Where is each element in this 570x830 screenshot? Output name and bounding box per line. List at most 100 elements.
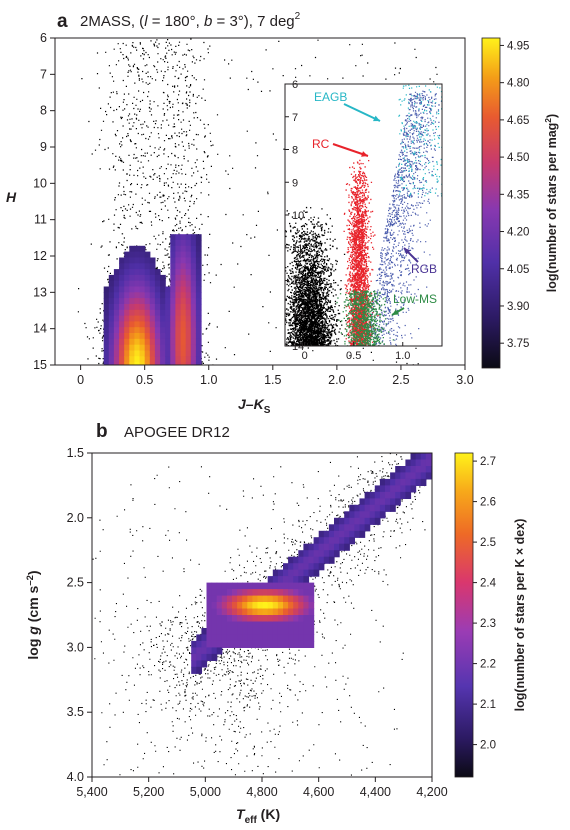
panel-a-density-cell — [190, 269, 197, 276]
panel-a-density-cell — [185, 350, 192, 357]
panel-b-density-cell — [252, 628, 259, 636]
panel-b-density-cell — [390, 472, 396, 480]
panel-b-density-cell — [405, 466, 412, 474]
panel-a-density-cell — [180, 350, 187, 357]
panel-b-density-cell — [293, 634, 299, 642]
panel-a-density-cell — [108, 356, 115, 363]
panel-b-density-cell — [221, 621, 228, 629]
inset-x-tick-label: 0.5 — [346, 350, 361, 362]
panel-a-density-cell — [175, 315, 182, 322]
panel-a-density-cell — [149, 257, 156, 264]
panel-a-density-cell — [134, 298, 141, 305]
panel-a-density-cell — [129, 333, 135, 340]
panel-b-density-cell — [252, 608, 259, 616]
inset-y-tick-label: 9 — [292, 177, 298, 189]
panel-b-density-cell — [334, 530, 340, 538]
panel-b-density-cell — [298, 640, 304, 648]
panel-b-density-cell — [410, 466, 417, 474]
panel-b-title: APOGEE DR12 — [124, 424, 230, 441]
panel-b-density-cell — [323, 556, 330, 564]
panel-b-density-cell — [237, 640, 243, 648]
panel-b-x-tick-label: 5,000 — [190, 785, 221, 799]
panel-a-density-cell — [190, 292, 197, 299]
panel-a-density-cell — [175, 257, 182, 264]
panel-a-density-cell — [124, 298, 130, 305]
panel-b-density-cell — [385, 491, 391, 499]
panel-b-density-cell — [277, 615, 284, 623]
panel-a-density-cell — [154, 356, 161, 363]
panel-b-density-cell — [323, 530, 330, 538]
panel-b-density-cell — [298, 556, 304, 564]
panel-a-density-cell — [190, 251, 197, 258]
panel-b-density-cell — [364, 517, 371, 525]
panel-a-density-cell — [119, 356, 125, 363]
panel-a-density-cell — [119, 269, 125, 276]
panel-a-density-cell — [108, 315, 115, 322]
panel-b-density-cell — [349, 530, 355, 538]
panel-b-density-cell — [308, 608, 315, 616]
panel-a-density-cell — [160, 298, 166, 305]
panel-b-density-cell — [283, 621, 289, 629]
panel-b-density-cell — [359, 517, 366, 525]
panel-a-density-cell — [119, 257, 125, 264]
panel-b-density-cell — [206, 589, 213, 597]
panel-a-density-cell — [119, 274, 125, 282]
panel-a-density-cell — [190, 240, 197, 247]
panel-b-density-cell — [369, 517, 376, 525]
panel-b-density-cell — [206, 640, 213, 648]
panel-b-density-cell — [379, 478, 386, 486]
panel-a-density-cell — [149, 321, 156, 328]
panel-b-density-cell — [395, 491, 401, 499]
panel-a-density-cell — [134, 269, 141, 276]
panel-b-y-label: log g (cm s–2) — [25, 570, 41, 659]
panel-a-density-cell — [180, 240, 187, 247]
panel-a-density-cell — [195, 356, 202, 363]
panel-b-density-cell — [201, 647, 208, 655]
inset-y-tick-label: 14 — [292, 341, 304, 353]
panel-a-density-cell — [119, 298, 125, 305]
panel-b-density-cell — [328, 530, 335, 538]
panel-a-density-cell — [160, 315, 166, 322]
panel-b-density-cell — [262, 628, 269, 636]
panel-a-density-cell — [154, 350, 161, 357]
panel-b-density-cell — [400, 478, 406, 486]
panel-b-density-cell — [288, 634, 294, 642]
panel-a-density-cell — [103, 344, 110, 352]
panel-b-density-cell — [201, 660, 208, 668]
panel-b-density-cell — [277, 602, 284, 610]
panel-a-colorbar-tick-label: 4.50 — [507, 152, 529, 164]
panel-a-density-cell — [165, 344, 171, 352]
panel-b-density-cell — [298, 615, 304, 623]
panel-a-density-cell — [103, 356, 110, 363]
panel-b-density-cell — [339, 524, 345, 532]
panel-a-density-cell — [195, 240, 202, 247]
panel-a: a 2MASS, (l = 180°, b = 3°), 7 deg2 0 0.5… — [6, 11, 559, 416]
panel-b-colorbar — [454, 452, 474, 778]
panel-a-density-cell — [129, 263, 135, 270]
panel-b-density-cell — [344, 517, 350, 525]
panel-b-density-cell — [323, 550, 330, 558]
panel-a-density-cell — [103, 286, 110, 293]
panel-a-density-cell — [124, 286, 130, 293]
panel-b-density-cell — [364, 524, 371, 532]
panel-a-density-cell — [139, 344, 146, 352]
panel-a-density-cell — [185, 338, 192, 346]
panel-a-density-cell — [108, 280, 115, 288]
panel-b-density-cell — [430, 459, 432, 467]
panel-b-density-cell — [359, 511, 366, 519]
panel-a-density-cell — [108, 292, 115, 299]
panel-b-density-cell — [344, 543, 350, 551]
panel-b-density-cell — [354, 530, 361, 538]
panel-b-density-cell — [308, 563, 315, 571]
panel-a-density-cell — [170, 350, 176, 357]
panel-b-density-cell — [288, 576, 294, 584]
panel-a-density-cell — [180, 327, 187, 334]
panel-b-density-cell — [201, 653, 208, 661]
panel-a-density-cell — [144, 344, 151, 352]
panel-b-density-cell — [415, 466, 422, 474]
panel-b-density-cell — [369, 504, 376, 512]
panel-a-density-cell — [144, 292, 151, 299]
panel-b-colorbar-ticks: 2.7 2.6 2.5 2.4 2.3 2.2 2.1 2.0 — [473, 456, 497, 752]
panel-a-density-cell — [180, 280, 187, 288]
panel-a-x-tick-label: 2.5 — [392, 373, 409, 387]
